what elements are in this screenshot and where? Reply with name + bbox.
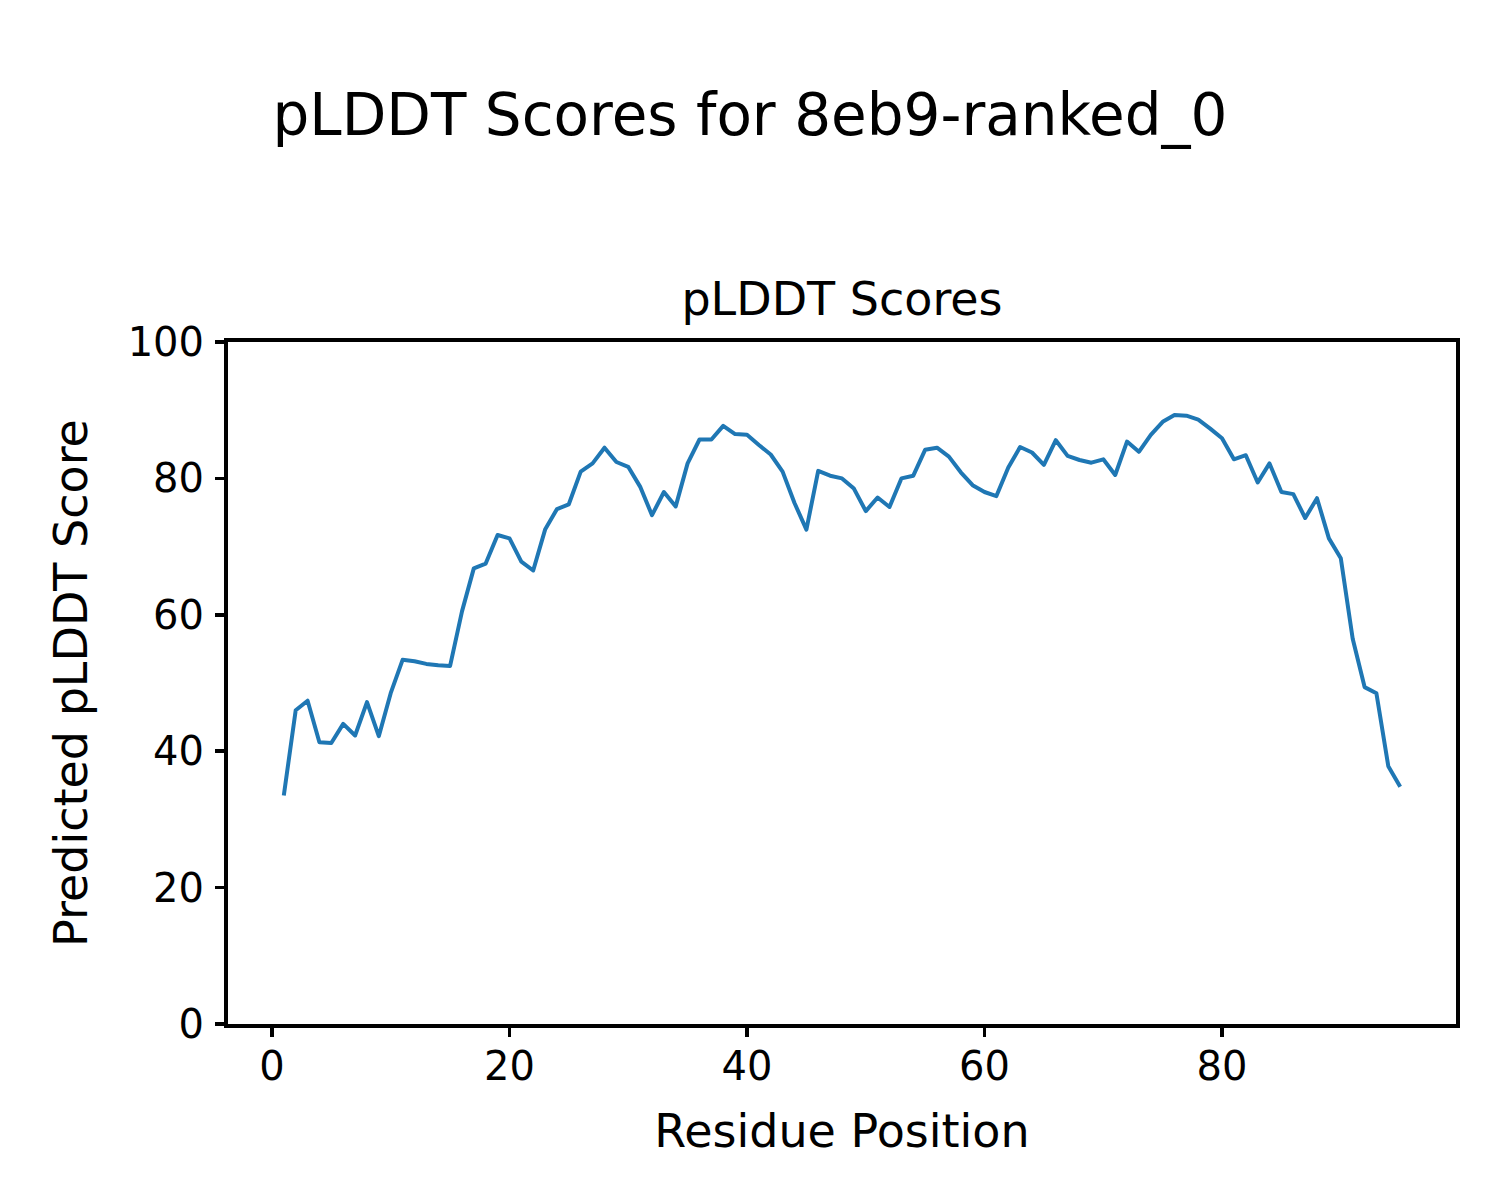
plot-area: [224, 338, 1460, 1028]
y-tick-label: 60: [153, 592, 204, 638]
y-tick-label: 20: [153, 865, 204, 911]
x-tick-mark: [508, 1024, 512, 1037]
y-axis-label: Predicted pLDDT Score: [44, 419, 99, 947]
x-axis-label: Residue Position: [228, 1104, 1456, 1159]
x-tick-label: 20: [484, 1043, 535, 1089]
x-tick-mark: [745, 1024, 749, 1037]
x-tick-mark: [983, 1024, 987, 1037]
x-tick-label: 0: [259, 1043, 284, 1089]
x-tick-mark: [270, 1024, 274, 1037]
plddt-line-series: [284, 415, 1400, 796]
axes-title: pLDDT Scores: [228, 272, 1456, 327]
line-chart: [228, 342, 1456, 1024]
y-tick-label: 100: [128, 319, 204, 365]
y-tick-label: 40: [153, 728, 204, 774]
x-tick-mark: [1220, 1024, 1224, 1037]
y-tick-mark: [215, 1022, 228, 1026]
y-tick-label: 0: [179, 1001, 204, 1047]
y-tick-mark: [215, 749, 228, 753]
x-tick-label: 60: [959, 1043, 1010, 1089]
y-tick-label: 80: [153, 455, 204, 501]
figure-title: pLDDT Scores for 8eb9-ranked_0: [0, 82, 1500, 149]
figure: pLDDT Scores for 8eb9-ranked_0 pLDDT Sco…: [0, 0, 1500, 1200]
y-tick-mark: [215, 477, 228, 481]
y-tick-mark: [215, 613, 228, 617]
x-tick-label: 40: [722, 1043, 773, 1089]
y-tick-mark: [215, 886, 228, 890]
y-tick-mark: [215, 340, 228, 344]
x-tick-label: 80: [1197, 1043, 1248, 1089]
